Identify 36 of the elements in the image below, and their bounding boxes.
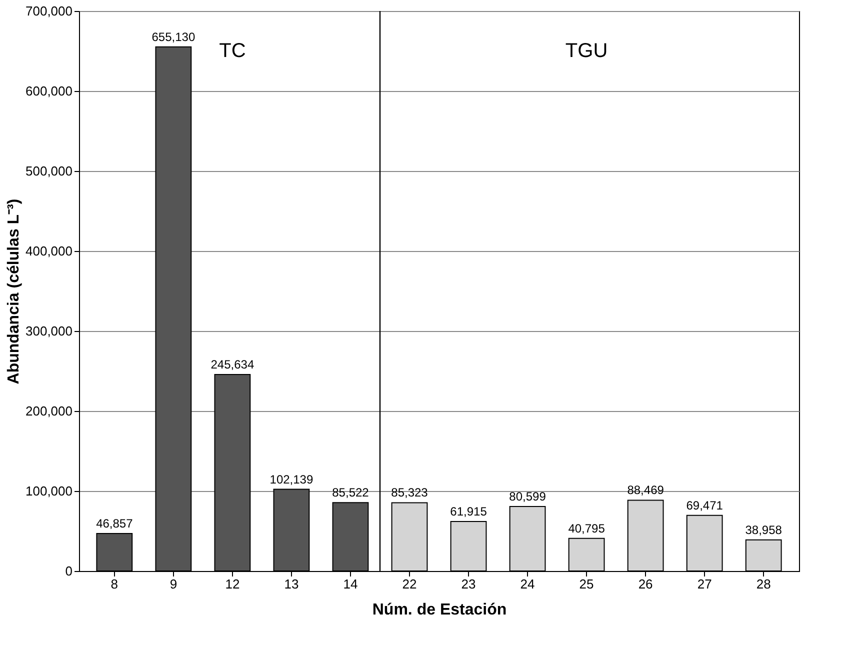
- x-tick-label: 23: [461, 576, 476, 592]
- data-label: 40,795: [568, 521, 606, 536]
- y-tick-label: 200,000: [26, 404, 72, 418]
- x-tick-label: 28: [756, 576, 771, 592]
- x-tick-label: 22: [402, 576, 417, 592]
- y-tick-label: 100,000: [26, 484, 72, 498]
- y-axis-title: Abundancia (células L⁻³): [6, 198, 23, 384]
- data-label: 88,469: [627, 483, 664, 498]
- data-label: 61,915: [450, 504, 488, 518]
- x-tick-label: 13: [284, 576, 299, 592]
- x-tick-label: 26: [638, 576, 653, 592]
- y-tick-label: 500,000: [26, 164, 72, 178]
- data-label: 245,634: [210, 357, 254, 372]
- x-tick-label: 9: [170, 576, 178, 592]
- x-tick-label: 12: [225, 576, 240, 592]
- data-label: 80,599: [509, 490, 546, 504]
- data-label: 655,130: [152, 30, 196, 44]
- data-label: 85,323: [391, 486, 428, 500]
- data-label: 85,522: [332, 486, 370, 500]
- y-tick-label: 0: [65, 564, 72, 578]
- data-label: 38,958: [745, 522, 782, 537]
- data-label: 46,857: [96, 516, 134, 531]
- y-tick-label: 300,000: [26, 324, 72, 338]
- data-label: 69,471: [686, 498, 724, 512]
- data-label: 102,139: [270, 472, 314, 486]
- annotation: TC: [219, 40, 246, 62]
- y-tick-label: 600,000: [26, 84, 72, 98]
- x-tick-label: 14: [343, 576, 358, 592]
- x-axis-title: Núm. de Estación: [372, 602, 507, 618]
- x-tick-label: 24: [520, 576, 535, 592]
- x-tick-label: 8: [110, 576, 118, 592]
- y-tick-label: 700,000: [26, 4, 72, 18]
- annotation: TGU: [565, 40, 608, 62]
- y-tick-label: 400,000: [26, 244, 72, 258]
- x-tick-label: 25: [579, 576, 594, 592]
- x-tick-label: 27: [697, 576, 712, 592]
